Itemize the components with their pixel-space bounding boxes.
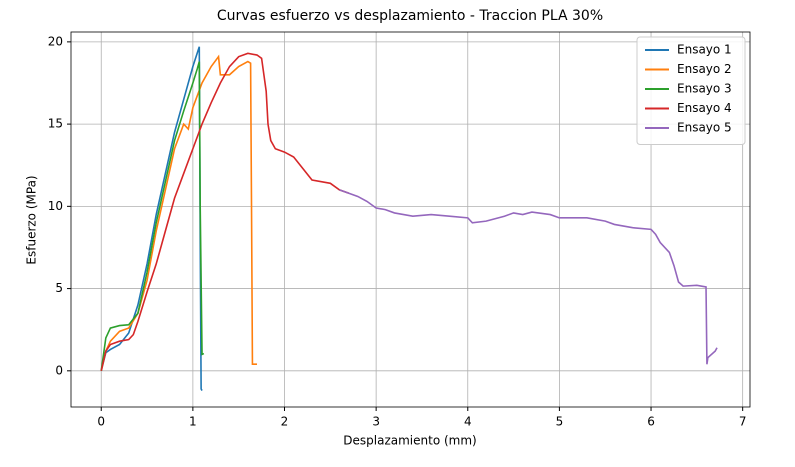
legend-label: Ensayo 4 [677, 101, 732, 115]
series-line [100, 46, 203, 391]
y-tick-label: 5 [55, 281, 63, 295]
series-line [100, 61, 205, 371]
series-line [100, 52, 349, 371]
y-tick-label: 0 [55, 363, 63, 377]
legend-box [636, 36, 746, 145]
x-tick-label: 0 [97, 415, 105, 429]
legend-label: Ensayo 3 [677, 82, 732, 96]
chart-title: Curvas esfuerzo vs desplazamiento - Trac… [217, 8, 603, 24]
x-axis-label: Desplazamiento (mm) [343, 434, 476, 448]
x-tick-label: 6 [647, 415, 655, 429]
x-tick-label: 5 [556, 415, 564, 429]
plot-frame [70, 31, 751, 408]
series-line [100, 54, 258, 371]
series-line [339, 189, 718, 365]
x-tick-label: 3 [372, 415, 380, 429]
x-tick-label: 4 [464, 415, 472, 429]
y-tick-label: 10 [48, 199, 63, 213]
legend-label: Ensayo 1 [677, 43, 732, 57]
y-tick-label: 20 [48, 34, 63, 48]
y-axis-label: Esfuerzo (MPa) [25, 175, 39, 264]
y-tick-label: 15 [48, 117, 63, 131]
legend-label: Ensayo 5 [677, 121, 732, 135]
legend-label: Ensayo 2 [677, 62, 732, 76]
x-tick-label: 2 [281, 415, 289, 429]
x-tick-label: 1 [189, 415, 197, 429]
x-tick-label: 7 [739, 415, 747, 429]
